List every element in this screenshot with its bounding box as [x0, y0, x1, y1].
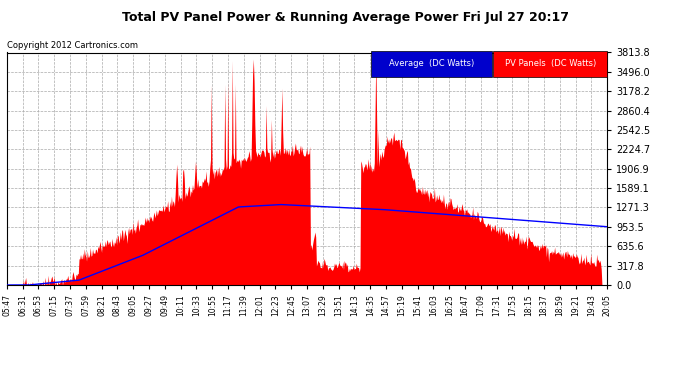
Text: Average  (DC Watts): Average (DC Watts): [389, 59, 474, 68]
Text: Total PV Panel Power & Running Average Power Fri Jul 27 20:17: Total PV Panel Power & Running Average P…: [121, 11, 569, 24]
Text: Copyright 2012 Cartronics.com: Copyright 2012 Cartronics.com: [7, 41, 138, 50]
Text: PV Panels  (DC Watts): PV Panels (DC Watts): [504, 59, 596, 68]
